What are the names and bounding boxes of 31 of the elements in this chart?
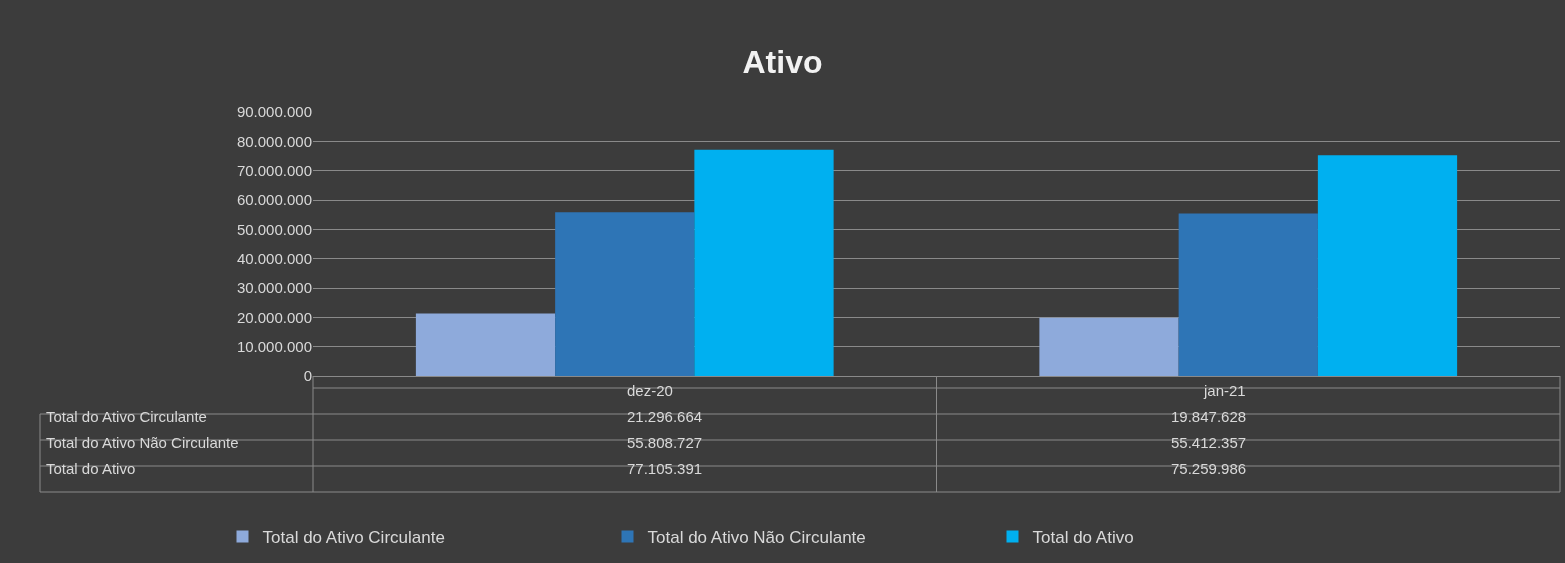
bar	[1317, 155, 1458, 376]
y-tick-label: 50.000.000	[236, 220, 312, 238]
y-tick-label: 10.000.000	[236, 337, 312, 355]
data-label: 21.296.664	[627, 408, 703, 425]
text: Total do Ativo	[46, 460, 136, 477]
data-label: 55.808.727	[627, 434, 703, 451]
bar	[1039, 317, 1179, 376]
x-tick-label: dez-20	[627, 382, 673, 399]
text: Total do Ativo Não Circulante	[46, 434, 239, 451]
bar	[555, 212, 695, 376]
data-label: 77.105.391	[627, 460, 703, 477]
y-tick-label: 80.000.000	[236, 132, 312, 150]
y-tick-label: 0	[303, 367, 312, 385]
x-tick-label: jan-21	[1203, 382, 1246, 399]
data-label: 19.847.628	[1171, 408, 1247, 425]
y-tick-label: 60.000.000	[236, 191, 312, 209]
y-tick-label: 30.000.000	[236, 279, 312, 297]
legend-label: Total do Ativo	[1032, 528, 1134, 548]
bar	[415, 313, 556, 376]
bar	[694, 149, 834, 376]
text: Total do Ativo Circulante	[46, 408, 207, 425]
legend-label: Total do Ativo Circulante	[262, 528, 445, 548]
data-label: 75.259.986	[1171, 460, 1247, 477]
y-tick-label: 70.000.000	[236, 161, 312, 179]
y-tick-label: 40.000.000	[236, 249, 312, 267]
data-label: 55.412.357	[1171, 434, 1247, 451]
y-tick-label: 90.000.000	[236, 103, 312, 121]
legend-label: Total do Ativo Não Circulante	[647, 528, 866, 548]
chart-title: Ativo	[742, 44, 823, 81]
y-tick-label: 20.000.000	[236, 308, 312, 326]
bar	[1178, 213, 1318, 376]
